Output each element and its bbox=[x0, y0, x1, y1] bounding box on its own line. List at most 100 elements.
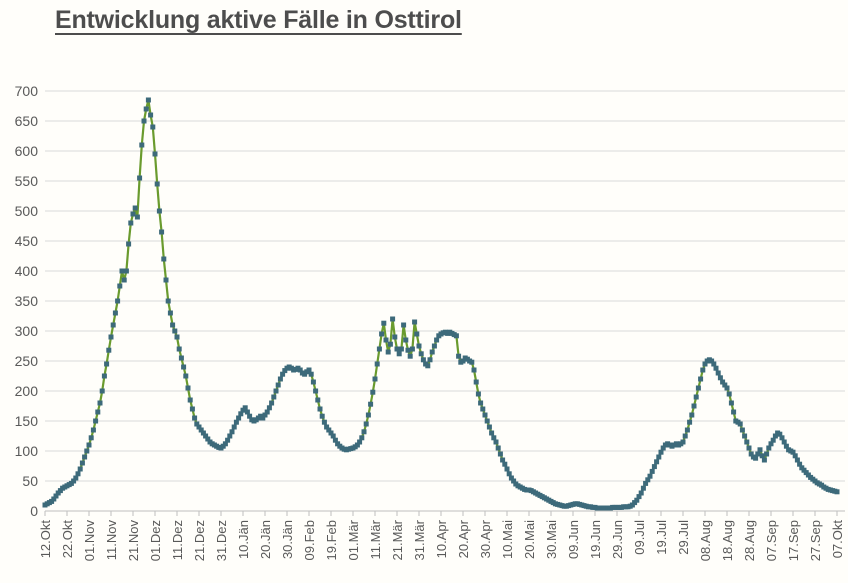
data-point-marker bbox=[321, 419, 327, 425]
data-point-marker bbox=[772, 433, 778, 439]
data-point-marker bbox=[779, 435, 785, 441]
data-point-marker bbox=[702, 361, 708, 367]
data-point-marker bbox=[137, 175, 143, 181]
data-point-marker bbox=[51, 496, 57, 502]
data-point-marker bbox=[744, 439, 750, 445]
data-point-marker bbox=[141, 118, 147, 124]
data-point-marker bbox=[746, 445, 752, 451]
data-point-marker bbox=[478, 400, 484, 406]
data-point-marker bbox=[429, 349, 435, 355]
x-tick-label: 29.Jul bbox=[676, 520, 691, 555]
data-point-marker bbox=[152, 151, 158, 157]
data-point-marker bbox=[755, 451, 761, 457]
data-point-marker bbox=[247, 413, 253, 419]
data-point-marker bbox=[731, 409, 737, 415]
data-point-marker bbox=[374, 361, 380, 367]
y-tick-label: 300 bbox=[15, 323, 39, 339]
data-point-marker bbox=[764, 451, 770, 457]
data-point-marker bbox=[205, 436, 211, 442]
data-point-marker bbox=[372, 376, 378, 382]
data-point-marker bbox=[427, 357, 433, 363]
data-point-marker bbox=[381, 320, 387, 326]
data-point-marker bbox=[231, 424, 237, 430]
data-point-marker bbox=[53, 493, 59, 499]
data-point-marker bbox=[737, 421, 743, 427]
data-point-marker bbox=[71, 478, 77, 484]
data-point-marker bbox=[715, 370, 721, 376]
x-tick-label: 01.Nov bbox=[82, 520, 97, 562]
data-point-marker bbox=[156, 208, 162, 214]
data-point-marker bbox=[203, 433, 209, 439]
data-point-marker bbox=[394, 346, 400, 352]
data-point-marker bbox=[401, 322, 407, 328]
data-point-marker bbox=[97, 400, 103, 406]
data-point-marker bbox=[425, 363, 431, 369]
data-point-marker bbox=[227, 433, 233, 439]
data-point-marker bbox=[792, 453, 798, 459]
data-point-marker bbox=[748, 451, 754, 457]
x-tick-label: 20.Jän bbox=[258, 520, 273, 559]
data-point-marker bbox=[713, 365, 719, 371]
data-point-marker bbox=[176, 346, 182, 352]
data-point-marker bbox=[269, 400, 275, 406]
data-point-marker bbox=[273, 388, 279, 394]
x-tick-label: 17.Sep bbox=[786, 520, 801, 561]
data-point-marker bbox=[106, 347, 112, 353]
data-point-marker bbox=[77, 466, 83, 472]
chart-title: Entwicklung aktive Fälle in Osttirol bbox=[55, 6, 462, 34]
data-point-marker bbox=[280, 371, 286, 377]
y-tick-label: 250 bbox=[15, 353, 39, 369]
data-point-marker bbox=[636, 494, 642, 500]
data-point-marker bbox=[491, 435, 497, 441]
data-series-markers bbox=[42, 97, 840, 511]
data-point-marker bbox=[693, 394, 699, 400]
data-point-marker bbox=[130, 211, 136, 217]
data-point-marker bbox=[383, 337, 389, 343]
data-point-marker bbox=[403, 337, 409, 343]
y-tick-label: 600 bbox=[15, 143, 39, 159]
data-point-marker bbox=[660, 445, 666, 451]
data-point-marker bbox=[119, 268, 125, 274]
data-point-marker bbox=[638, 490, 644, 496]
data-point-marker bbox=[502, 461, 508, 467]
data-point-marker bbox=[770, 437, 776, 443]
data-point-marker bbox=[117, 283, 123, 289]
data-point-marker bbox=[319, 413, 325, 419]
data-point-marker bbox=[506, 471, 512, 477]
data-point-marker bbox=[132, 205, 138, 211]
data-point-marker bbox=[324, 424, 330, 430]
data-point-marker bbox=[370, 389, 376, 395]
y-tick-label: 150 bbox=[15, 413, 39, 429]
y-tick-label: 0 bbox=[30, 503, 38, 519]
x-tick-label: 19.Feb bbox=[324, 520, 339, 560]
x-tick-label: 19.Jul bbox=[654, 520, 669, 555]
data-point-marker bbox=[742, 433, 748, 439]
x-tick-label: 10.Apr bbox=[434, 519, 449, 558]
x-tick-label: 21.Dez bbox=[192, 520, 207, 561]
data-point-marker bbox=[396, 351, 402, 357]
data-point-marker bbox=[766, 445, 772, 451]
data-point-marker bbox=[128, 220, 134, 226]
data-point-marker bbox=[313, 388, 319, 394]
data-point-marker bbox=[194, 421, 200, 427]
data-point-marker bbox=[398, 346, 404, 352]
data-point-marker bbox=[722, 382, 728, 388]
data-point-marker bbox=[79, 460, 85, 466]
data-point-marker bbox=[150, 124, 156, 130]
data-point-marker bbox=[689, 412, 695, 418]
data-point-marker bbox=[154, 181, 160, 187]
data-point-marker bbox=[643, 480, 649, 486]
data-point-marker bbox=[145, 97, 151, 103]
data-point-marker bbox=[95, 409, 101, 415]
data-point-marker bbox=[365, 412, 371, 418]
data-point-marker bbox=[196, 424, 202, 430]
x-tick-label: 31.Dez bbox=[214, 520, 229, 561]
x-tick-label: 01.Mär bbox=[346, 519, 361, 560]
x-tick-label: 07.Okt bbox=[830, 520, 845, 559]
data-point-marker bbox=[682, 433, 688, 439]
data-point-marker bbox=[174, 334, 180, 340]
data-point-marker bbox=[753, 455, 759, 461]
data-point-marker bbox=[453, 333, 459, 339]
y-tick-label: 200 bbox=[15, 383, 39, 399]
x-tick-label: 28.Aug bbox=[742, 520, 757, 561]
